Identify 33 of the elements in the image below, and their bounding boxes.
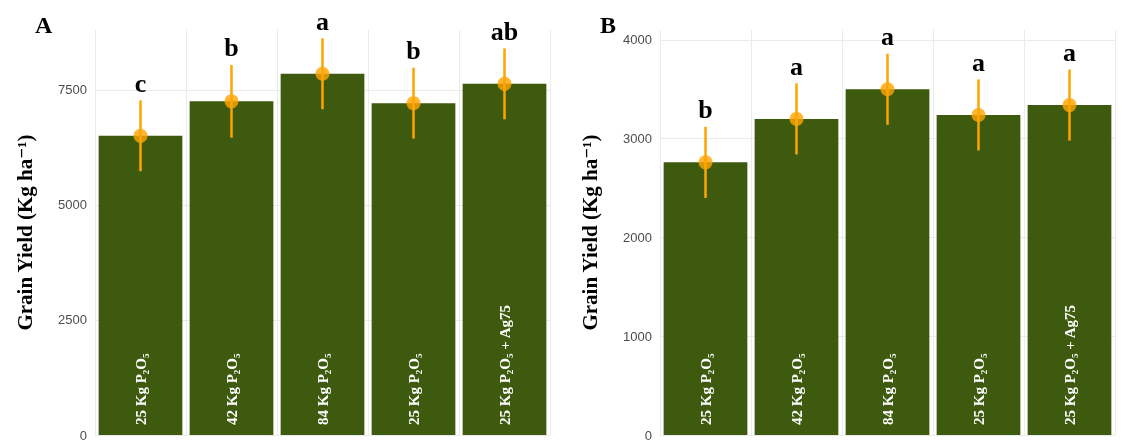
y-tick-label: 2000 [623, 229, 652, 245]
annotation: b [406, 36, 421, 66]
x-tick-label: 42 Kg P₂O₅ [788, 353, 805, 425]
annotation: ab [490, 16, 519, 46]
annotation: b [698, 95, 713, 125]
x-tick-label: 25 Kg P₂O₅ [970, 353, 987, 425]
y-tick-label: 2500 [58, 312, 87, 328]
x-tick-label: 84 Kg P₂O₅ [314, 353, 331, 425]
x-tick-label: 25 Kg P₂O₅ [697, 353, 714, 425]
annotation: a [1063, 37, 1076, 67]
annotation: a [881, 22, 894, 52]
x-tick-label: 25 Kg P₂O₅ + Ag75 [1061, 304, 1078, 425]
x-tick-label: 25 Kg P₂O₅ + Ag75 [496, 304, 513, 425]
chart-title: A [35, 12, 53, 38]
y-tick-label: 4000 [623, 32, 652, 48]
annotation: a [316, 6, 329, 36]
y-tick-label: 7500 [58, 82, 87, 98]
y-axis-title: Grain Yield (Kg ha⁻¹) [577, 134, 602, 331]
chart-title: B [600, 12, 617, 38]
annotation: a [972, 47, 985, 77]
annotation: b [224, 33, 239, 63]
y-tick-label: 0 [79, 427, 87, 443]
annotation: c [134, 68, 147, 98]
y-axis-title: Grain Yield (Kg ha⁻¹) [12, 134, 37, 331]
x-tick-label: 25 Kg P₂O₅ [132, 353, 149, 425]
x-tick-label: 84 Kg P₂O₅ [879, 353, 896, 425]
x-tick-label: 25 Kg P₂O₅ [405, 353, 422, 425]
annotation: a [790, 51, 803, 81]
y-tick-label: 0 [644, 427, 652, 443]
y-tick-label: 1000 [623, 328, 652, 344]
x-tick-label: 42 Kg P₂O₅ [223, 353, 240, 425]
y-tick-label: 3000 [623, 131, 652, 147]
y-tick-label: 5000 [58, 197, 87, 213]
